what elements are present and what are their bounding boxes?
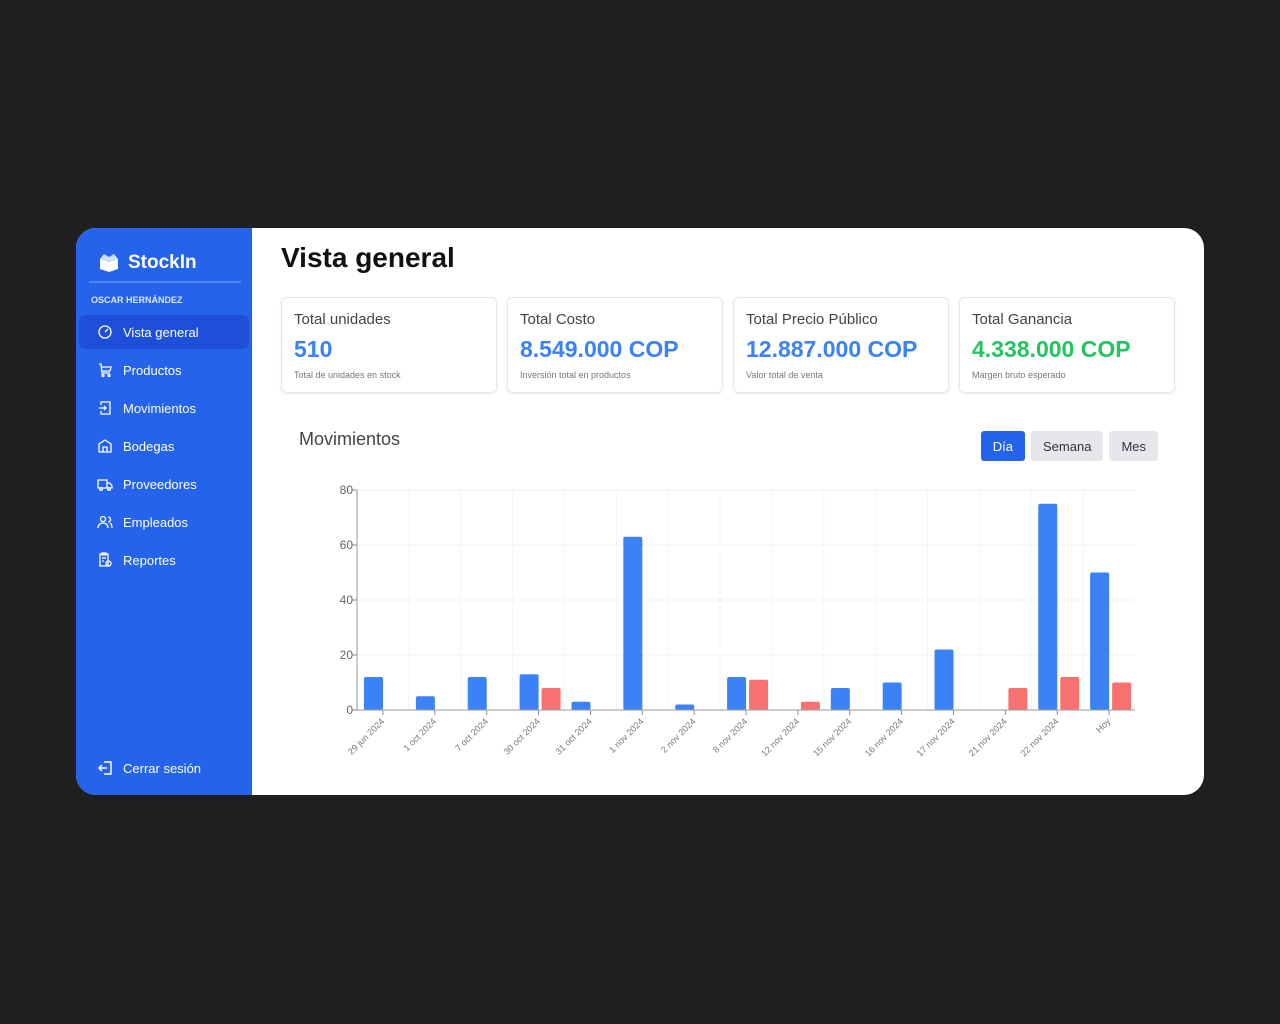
x-tick-label: 16 nov 2024 xyxy=(863,716,905,758)
report-icon xyxy=(99,552,112,567)
bar-red xyxy=(1008,688,1028,710)
logout-button[interactable]: Cerrar sesión xyxy=(79,751,249,785)
sidebar-item-label: Vista general xyxy=(123,324,199,340)
sidebar-item-vista-general[interactable]: Vista general xyxy=(79,315,249,349)
cart-icon xyxy=(99,363,112,378)
warehouse-icon xyxy=(98,439,112,453)
logout-icon xyxy=(98,761,112,775)
bar-blue xyxy=(675,704,695,710)
stat-card: Total Ganancia 4.338.000 COP Margen bruto … xyxy=(959,297,1175,393)
bar-red xyxy=(800,701,820,710)
card-title: Total Ganancia xyxy=(972,311,1073,328)
bar-blue xyxy=(830,688,850,710)
sidebar-item-label: Bodegas xyxy=(123,438,175,454)
x-tick-label: 17 nov 2024 xyxy=(915,716,957,758)
bar-red xyxy=(1112,682,1132,710)
bar-blue xyxy=(934,649,954,710)
sidebar-item-productos[interactable]: Productos xyxy=(79,353,249,387)
bar-red xyxy=(1060,677,1080,710)
bar-blue xyxy=(415,696,435,710)
sidebar-item-label: Empleados xyxy=(123,514,189,530)
x-tick-label: 29 jun 2024 xyxy=(346,716,386,756)
brand-logo[interactable]: StockIn xyxy=(76,228,252,281)
x-tick-label: 8 nov 2024 xyxy=(711,716,750,755)
movements-chart: 0 20 40 60 80 29 jun 2024 1 oct 2024 7 oct 2024… xyxy=(340,483,1135,758)
sidebar-item-bodegas[interactable]: Bodegas xyxy=(79,429,249,463)
x-tick-label: Hoy xyxy=(1094,716,1113,735)
card-subtitle: Margen bruto esperado xyxy=(972,370,1066,380)
app-window: StockIn OSCAR HERNÁNDEZ Vista general Pro… xyxy=(76,228,1204,795)
x-tick-label: 31 oct 2024 xyxy=(553,716,593,756)
sidebar: StockIn OSCAR HERNÁNDEZ Vista general Pro… xyxy=(76,228,252,795)
x-tick-label: 15 nov 2024 xyxy=(811,716,853,758)
sidebar-item-proveedores[interactable]: Proveedores xyxy=(79,467,249,501)
y-tick-label: 20 xyxy=(340,648,354,662)
enter-icon xyxy=(99,401,111,415)
x-tick-label: 1 oct 2024 xyxy=(401,716,438,753)
x-tick-label: 1 nov 2024 xyxy=(607,716,646,755)
sidebar-item-label: Productos xyxy=(123,362,182,378)
bar-red xyxy=(749,679,769,710)
user-name: OSCAR HERNÁNDEZ xyxy=(91,295,183,305)
card-value: 8.549.000 COP xyxy=(520,336,679,362)
bar-blue xyxy=(1038,503,1058,710)
bar-blue xyxy=(467,677,487,710)
range-button-week[interactable]: Semana xyxy=(1031,431,1104,461)
bar-blue xyxy=(623,536,643,710)
stat-card: Total Costo 8.549.000 COP Inversión total … xyxy=(507,297,723,393)
section-title: Movimientos xyxy=(299,429,401,449)
sidebar-item-empleados[interactable]: Empleados xyxy=(79,505,249,539)
y-tick-label: 40 xyxy=(340,593,354,607)
card-title: Total Costo xyxy=(520,311,596,328)
x-tick-label: 12 nov 2024 xyxy=(759,716,801,758)
card-subtitle: Total de unidades en stock xyxy=(294,370,401,380)
stat-card: Total Precio Público 12.887.000 COP Valor … xyxy=(733,297,949,393)
card-title: Total unidades xyxy=(294,311,391,328)
card-value: 12.887.000 COP xyxy=(746,336,918,362)
x-tick-label: 30 oct 2024 xyxy=(502,716,542,756)
users-icon xyxy=(97,515,113,529)
truck-icon xyxy=(97,479,113,491)
sidebar-item-label: Movimientos xyxy=(123,400,196,416)
logout-label: Cerrar sesión xyxy=(123,760,202,776)
x-tick-label: 21 nov 2024 xyxy=(967,716,1009,758)
divider xyxy=(89,281,241,283)
x-tick-label: 22 nov 2024 xyxy=(1019,716,1061,758)
bar-blue xyxy=(882,682,902,710)
brand-name: StockIn xyxy=(128,251,197,273)
bar-blue xyxy=(727,677,747,710)
stat-card: Total unidades 510 Total de unidades en st… xyxy=(281,297,497,393)
range-button-month[interactable]: Mes xyxy=(1109,431,1158,461)
card-subtitle: Inversión total en productos xyxy=(520,370,631,380)
y-tick-label: 60 xyxy=(340,538,354,552)
sidebar-item-reportes[interactable]: Reportes xyxy=(79,543,249,577)
card-subtitle: Valor total de venta xyxy=(746,370,823,380)
sidebar-item-movimientos[interactable]: Movimientos xyxy=(79,391,249,425)
card-value: 510 xyxy=(294,336,333,362)
bar-blue xyxy=(571,701,591,710)
y-tick-label: 80 xyxy=(340,483,354,497)
bar-blue xyxy=(1090,572,1110,710)
main-content: Vista general Total unidades 510 Total de … xyxy=(252,228,1204,795)
sidebar-item-label: Reportes xyxy=(123,552,176,568)
card-value: 4.338.000 COP xyxy=(972,336,1131,362)
x-tick-label: 2 nov 2024 xyxy=(659,716,698,755)
range-button-day[interactable]: Día xyxy=(980,431,1026,461)
bar-blue xyxy=(519,674,539,710)
bar-blue xyxy=(364,677,383,710)
gauge-icon xyxy=(98,325,112,339)
page-title: Vista general xyxy=(281,242,455,273)
card-title: Total Precio Público xyxy=(746,311,878,328)
sidebar-item-label: Proveedores xyxy=(123,476,197,492)
x-tick-label: 7 oct 2024 xyxy=(453,716,490,753)
y-tick-label: 0 xyxy=(346,703,353,717)
box-icon xyxy=(100,253,118,272)
bar-red xyxy=(541,688,561,710)
